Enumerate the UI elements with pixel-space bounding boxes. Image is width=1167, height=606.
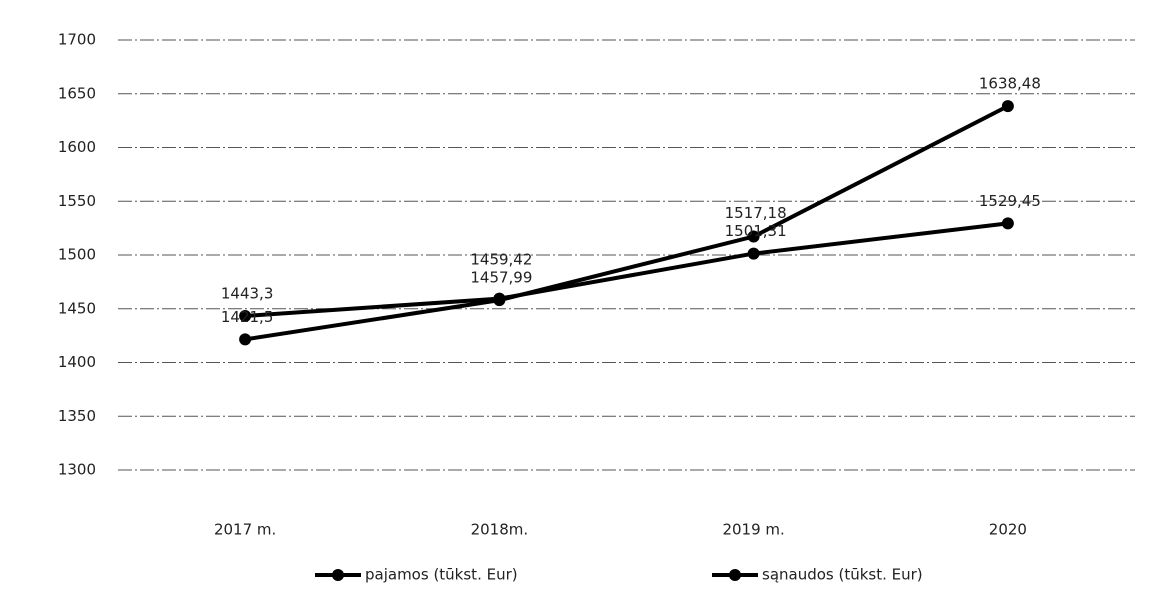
y-tick-label: 1400 xyxy=(58,353,96,371)
legend-label: pajamos (tūkst. Eur) xyxy=(365,566,518,584)
x-tick-label: 2020 xyxy=(989,521,1027,539)
y-tick-label: 1350 xyxy=(58,407,96,425)
point-marker xyxy=(239,309,252,322)
point-marker xyxy=(747,230,760,243)
data-label: 1517,18 xyxy=(725,204,787,222)
data-label: 1421,5 xyxy=(221,308,274,326)
data-label: 1457,99 xyxy=(470,269,532,287)
data-label: 1529,45 xyxy=(979,192,1041,210)
legend-marker xyxy=(729,569,741,581)
data-label: 1443,3 xyxy=(221,284,274,302)
series-line xyxy=(244,221,1009,318)
data-label: 1638,48 xyxy=(979,75,1041,93)
legend-marker xyxy=(332,569,344,581)
point-marker xyxy=(239,333,252,346)
y-tick-label: 1650 xyxy=(58,84,96,102)
point-marker xyxy=(1001,217,1014,230)
data-label: 1501,31 xyxy=(725,222,787,240)
point-marker xyxy=(493,292,506,305)
x-tick-label: 2019 m. xyxy=(722,521,784,539)
point-marker xyxy=(1001,100,1014,113)
y-tick-label: 1550 xyxy=(58,192,96,210)
x-tick-label: 2017 m. xyxy=(214,521,276,539)
x-tick-label: 2018m. xyxy=(471,521,529,539)
legend-label: sąnaudos (tūkst. Eur) xyxy=(762,566,923,584)
y-tick-label: 1500 xyxy=(58,246,96,264)
point-marker xyxy=(747,247,760,260)
data-label: 1459,42 xyxy=(470,251,532,269)
y-tick-label: 1600 xyxy=(58,138,96,156)
y-tick-label: 1700 xyxy=(58,31,96,49)
series-line xyxy=(244,104,1009,342)
y-tick-label: 1300 xyxy=(58,461,96,479)
y-tick-label: 1450 xyxy=(58,299,96,317)
